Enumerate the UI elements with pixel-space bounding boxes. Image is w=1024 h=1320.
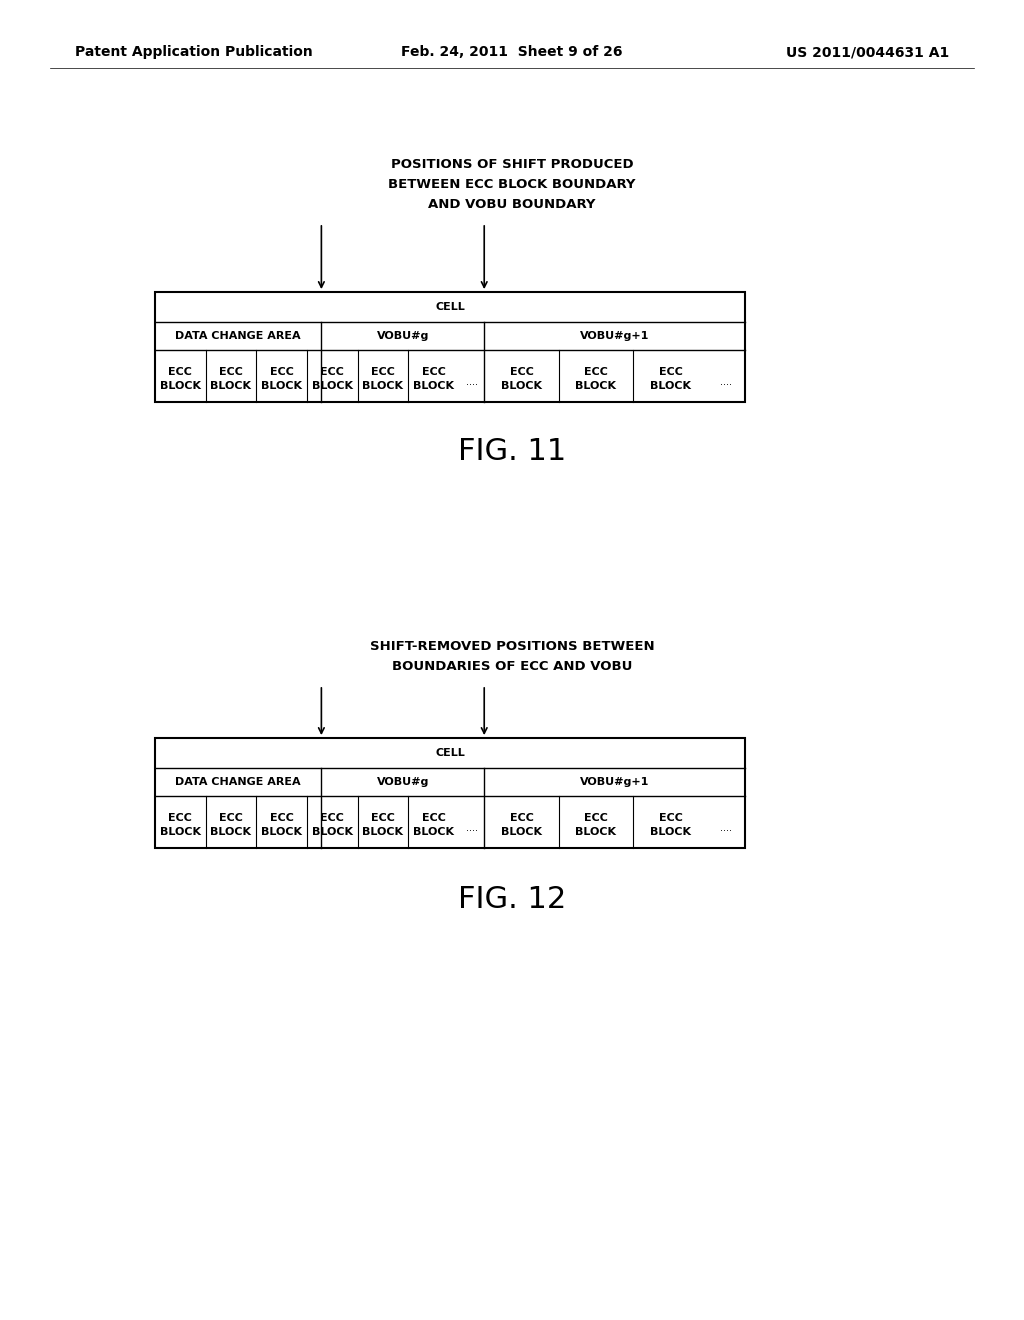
Text: ECC: ECC [584, 813, 608, 822]
Text: VOBU#g: VOBU#g [377, 777, 429, 787]
Text: BETWEEN ECC BLOCK BOUNDARY: BETWEEN ECC BLOCK BOUNDARY [388, 178, 636, 191]
Text: BLOCK: BLOCK [413, 828, 454, 837]
Text: ECC: ECC [371, 367, 395, 378]
Text: FIG. 12: FIG. 12 [458, 886, 566, 915]
Text: BLOCK: BLOCK [413, 381, 454, 391]
Text: BLOCK: BLOCK [211, 828, 252, 837]
Text: ECC: ECC [219, 367, 243, 378]
Bar [155, 738, 745, 847]
Bar [155, 292, 745, 403]
Text: Patent Application Publication: Patent Application Publication [75, 45, 312, 59]
Text: VOBU#g+1: VOBU#g+1 [580, 777, 649, 787]
Text: ECC: ECC [321, 813, 344, 822]
Text: ECC: ECC [269, 813, 294, 822]
Text: ....: .... [466, 378, 477, 387]
Text: ECC: ECC [269, 367, 294, 378]
Text: BLOCK: BLOCK [501, 381, 542, 391]
Text: ECC: ECC [510, 367, 534, 378]
Text: US 2011/0044631 A1: US 2011/0044631 A1 [785, 45, 949, 59]
Text: ECC: ECC [371, 813, 395, 822]
Text: ECC: ECC [658, 367, 682, 378]
Text: BLOCK: BLOCK [575, 828, 616, 837]
Text: BLOCK: BLOCK [311, 828, 353, 837]
Text: CELL: CELL [435, 748, 465, 758]
Text: ECC: ECC [168, 367, 193, 378]
Text: CELL: CELL [435, 302, 465, 312]
Text: POSITIONS OF SHIFT PRODUCED: POSITIONS OF SHIFT PRODUCED [391, 158, 633, 172]
Text: BLOCK: BLOCK [501, 828, 542, 837]
Text: BLOCK: BLOCK [362, 381, 403, 391]
Text: ....: .... [720, 378, 732, 387]
Text: BOUNDARIES OF ECC AND VOBU: BOUNDARIES OF ECC AND VOBU [392, 660, 632, 673]
Text: SHIFT-REMOVED POSITIONS BETWEEN: SHIFT-REMOVED POSITIONS BETWEEN [370, 640, 654, 653]
Text: BLOCK: BLOCK [311, 381, 353, 391]
Text: BLOCK: BLOCK [575, 381, 616, 391]
Text: DATA CHANGE AREA: DATA CHANGE AREA [175, 331, 301, 341]
Text: BLOCK: BLOCK [261, 381, 302, 391]
Text: ECC: ECC [422, 813, 445, 822]
Text: FIG. 11: FIG. 11 [458, 437, 566, 466]
Text: ECC: ECC [658, 813, 682, 822]
Text: ....: .... [720, 822, 732, 833]
Text: AND VOBU BOUNDARY: AND VOBU BOUNDARY [428, 198, 596, 211]
Text: ECC: ECC [510, 813, 534, 822]
Text: BLOCK: BLOCK [160, 828, 201, 837]
Text: ECC: ECC [584, 367, 608, 378]
Text: Feb. 24, 2011  Sheet 9 of 26: Feb. 24, 2011 Sheet 9 of 26 [401, 45, 623, 59]
Text: BLOCK: BLOCK [362, 828, 403, 837]
Text: ....: .... [466, 822, 477, 833]
Text: DATA CHANGE AREA: DATA CHANGE AREA [175, 777, 301, 787]
Text: BLOCK: BLOCK [650, 381, 691, 391]
Text: VOBU#g: VOBU#g [377, 331, 429, 341]
Text: ECC: ECC [422, 367, 445, 378]
Text: BLOCK: BLOCK [650, 828, 691, 837]
Text: BLOCK: BLOCK [211, 381, 252, 391]
Text: ECC: ECC [321, 367, 344, 378]
Text: VOBU#g+1: VOBU#g+1 [580, 331, 649, 341]
Text: ECC: ECC [168, 813, 193, 822]
Text: BLOCK: BLOCK [160, 381, 201, 391]
Text: BLOCK: BLOCK [261, 828, 302, 837]
Text: ECC: ECC [219, 813, 243, 822]
